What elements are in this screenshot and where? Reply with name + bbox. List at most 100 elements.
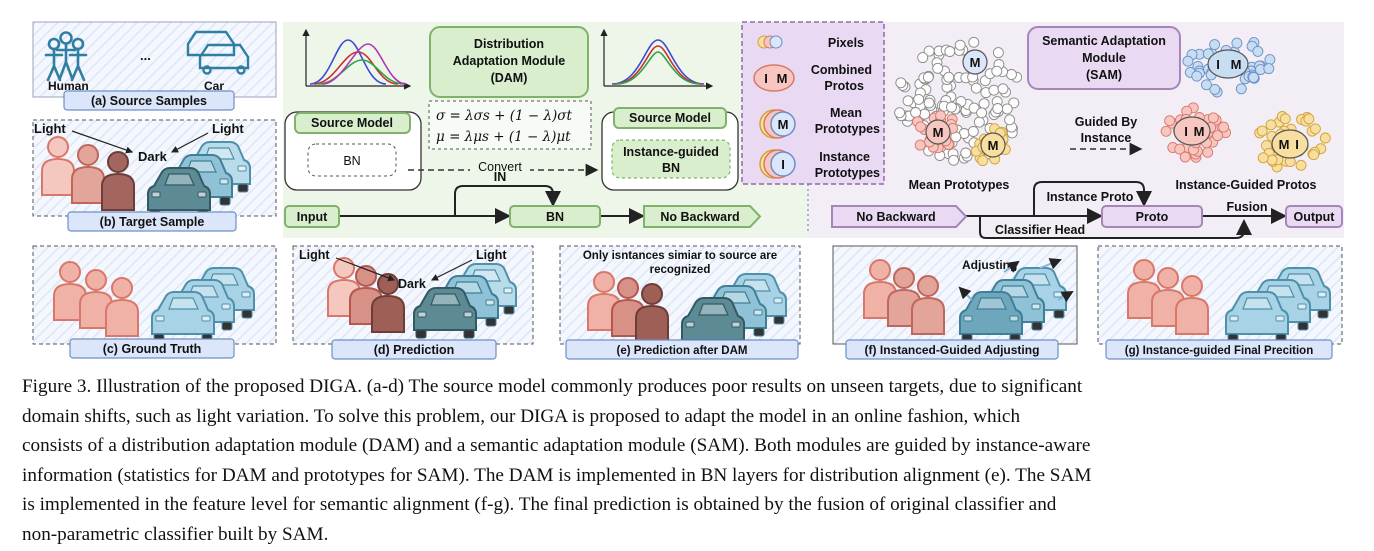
caption-line-5: is implemented in the feature level for … xyxy=(22,494,1057,516)
pixel-circle-icon xyxy=(1303,113,1315,125)
pixel-circle-icon xyxy=(1256,125,1268,137)
input-node: Input xyxy=(297,210,328,224)
classifier-head-label: Classifier Head xyxy=(995,223,1085,237)
prototype-badge-icon: I M xyxy=(753,64,795,92)
pixel-circle-icon xyxy=(997,83,1009,95)
legend-mean-line2: Prototypes xyxy=(815,122,880,136)
pixel-circle-icon xyxy=(902,95,914,107)
pixel-circle-icon xyxy=(1006,69,1017,80)
svg-text:M: M xyxy=(777,71,788,86)
svg-text:M: M xyxy=(1279,137,1290,152)
pixel-circle-icon xyxy=(1265,119,1277,131)
instance-guided-protos-label: Instance-Guided Protos xyxy=(1176,178,1317,192)
pixel-circle-icon xyxy=(992,47,1004,59)
pixel-circle-icon xyxy=(1200,79,1212,91)
ig-bn-line2: BN xyxy=(662,161,680,175)
pixel-circle-icon xyxy=(915,121,926,133)
legend-mean-line1: Mean xyxy=(830,106,862,120)
car-label: Car xyxy=(204,79,224,93)
prototype-badge-icon: M xyxy=(759,109,796,139)
pixel-circle-icon xyxy=(894,36,1331,173)
pixel-circle-icon xyxy=(932,62,944,74)
in-label: IN xyxy=(494,170,507,184)
pixel-circle-icon xyxy=(1264,54,1276,66)
pixel-circle-icon xyxy=(973,116,985,128)
caption-line-1: Figure 3. Illustration of the proposed D… xyxy=(22,376,1083,397)
light-right-label: Light xyxy=(212,121,244,136)
pixel-circle-icon xyxy=(1160,125,1172,137)
convert-label: Convert xyxy=(478,160,522,174)
arrow-icon xyxy=(71,130,134,154)
legend-pixels: Pixels xyxy=(828,36,864,50)
gaussian-curve-icon xyxy=(302,28,412,90)
human-stick-icon xyxy=(44,31,88,82)
pixel-circle-icon xyxy=(1207,112,1219,124)
pixel-circle-icon xyxy=(1319,132,1331,144)
guided-by-line2: Instance xyxy=(1081,131,1132,145)
panel-e-note-line2: recognized xyxy=(650,264,711,276)
source-model-right: Source Model xyxy=(629,111,711,125)
bn-left: BN xyxy=(343,154,360,168)
pixel-circle-icon xyxy=(968,36,980,48)
pixel-circle-icon xyxy=(970,82,982,94)
svg-text:I: I xyxy=(1216,57,1220,72)
proto-node: Proto xyxy=(1136,210,1169,224)
equation-mu: μ = λμs + (1 − λ)μt xyxy=(436,129,571,145)
pixel-circle-icon xyxy=(914,139,926,151)
legend-instance-line2: Prototypes xyxy=(815,166,880,180)
dam-title-line2: Adaptation Module xyxy=(453,54,566,68)
pixel-circle-icon xyxy=(1295,159,1307,171)
pixel-circle-icon xyxy=(1174,143,1186,155)
pixel-circle-icon xyxy=(1248,71,1260,83)
prototype-badge-icon: I xyxy=(759,149,796,179)
dam-title-line3: (DAM) xyxy=(491,71,528,85)
caption-line-2: domain shifts, such as light variation. … xyxy=(22,405,1021,427)
panel-d-label: (d) Prediction xyxy=(374,343,455,357)
panel-c-label: (c) Ground Truth xyxy=(103,342,202,356)
pixel-circle-icon xyxy=(1164,115,1176,127)
panel-f-label: (f) Instanced-Guided Adjusting xyxy=(865,343,1040,357)
panel-c-ground-truth: (c) Ground Truth xyxy=(32,245,277,359)
car-outline-icon xyxy=(186,30,250,75)
pipeline: IN Instance Proto Fusion Classifier Head… xyxy=(284,170,1343,239)
pixel-circle-icon xyxy=(946,101,957,113)
sam-title-line2: Module xyxy=(1082,51,1126,65)
pixel-circle-icon xyxy=(1266,154,1278,166)
pixel-circle-icon xyxy=(1001,103,1013,115)
svg-text:I: I xyxy=(781,157,785,172)
pixel-circle-icon xyxy=(1257,152,1269,164)
panel-g-instance-guided-final: (g) Instance-guided Final Precition xyxy=(1097,245,1343,360)
adjust-arrows-icon xyxy=(958,258,1074,303)
pixel-circle-icon xyxy=(1191,70,1203,82)
svg-text:M: M xyxy=(970,55,981,70)
pixel-circle-icon xyxy=(967,126,979,137)
no-backward-node-2: No Backward xyxy=(856,210,935,224)
pixel-circle-icon xyxy=(943,71,955,83)
legend-combined-line1: Combined xyxy=(811,63,872,77)
instance-proto-label: Instance Proto xyxy=(1047,190,1134,204)
pixel-circle-icon xyxy=(1179,151,1191,163)
legend-combined-line2: Protos xyxy=(824,79,864,93)
pixel-circle-icon xyxy=(917,52,929,64)
pixel-circle-icon xyxy=(1209,39,1221,51)
dam-region: Distribution Adaptation Module (DAM) σ =… xyxy=(283,22,808,238)
ig-bn-line1: Instance-guided xyxy=(623,145,719,159)
arrow-icon xyxy=(335,257,396,282)
pixel-circle-icon xyxy=(913,93,925,105)
svg-text:I: I xyxy=(1184,124,1188,139)
svg-text:M: M xyxy=(778,117,789,132)
equation-sigma: σ = λσs + (1 − λ)σt xyxy=(436,108,572,124)
mean-prototypes-label: Mean Prototypes xyxy=(909,178,1010,192)
caption-line-6: non-parametric classifier built by SAM. xyxy=(22,523,329,545)
pixel-circle-icon xyxy=(1212,130,1224,142)
sam-title-line1: Semantic Adaptation xyxy=(1042,34,1166,48)
svg-text:M: M xyxy=(1194,124,1205,139)
panel-g-label: (g) Instance-guided Final Precition xyxy=(1125,345,1314,357)
sam-region: Semantic Adaptation Module (SAM) Guided … xyxy=(807,22,1344,238)
legend-box: Pixels I M Combined Protos M Mean Protot… xyxy=(741,21,885,185)
dark-label-d: Dark xyxy=(398,277,426,291)
pixel-circle-icon xyxy=(1235,83,1247,95)
panel-e-label: (e) Prediction after DAM xyxy=(617,345,748,357)
arrow-icon xyxy=(170,132,209,153)
pixel-circle-icon xyxy=(922,71,934,83)
